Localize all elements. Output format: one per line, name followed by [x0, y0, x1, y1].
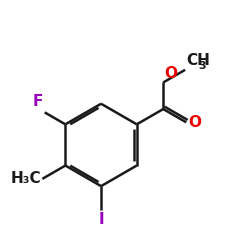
Text: I: I [99, 212, 104, 227]
Text: CH: CH [186, 53, 210, 68]
Text: H₃C: H₃C [10, 171, 41, 186]
Text: O: O [164, 66, 177, 81]
Text: F: F [33, 94, 43, 109]
Text: O: O [188, 115, 202, 130]
Text: 3: 3 [198, 61, 205, 71]
